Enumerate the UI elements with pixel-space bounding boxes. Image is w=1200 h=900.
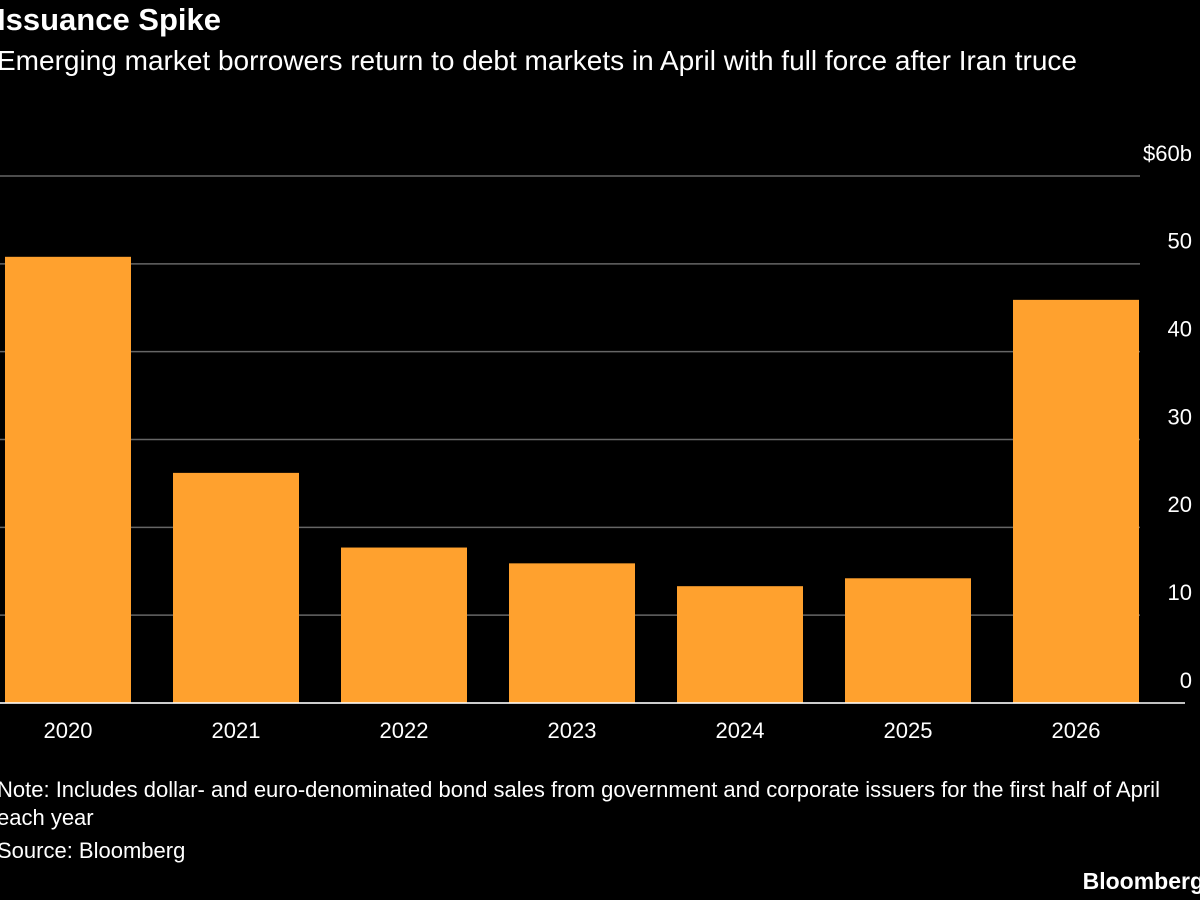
x-tick-label: 2024 bbox=[716, 718, 765, 743]
x-tick-label: 2021 bbox=[212, 718, 261, 743]
y-tick-label: 20 bbox=[1168, 492, 1192, 517]
chart-subtitle: Emerging market borrowers return to debt… bbox=[0, 45, 1077, 76]
y-tick-label: 0 bbox=[1180, 668, 1192, 693]
y-tick-label: 10 bbox=[1168, 580, 1192, 605]
y-tick-label: 30 bbox=[1168, 404, 1192, 429]
x-tick-label: 2025 bbox=[884, 718, 933, 743]
bar bbox=[1013, 299, 1139, 703]
y-tick-label: 50 bbox=[1168, 229, 1192, 254]
bar bbox=[509, 563, 635, 703]
y-tick-label: $60b bbox=[1143, 141, 1192, 166]
x-tick-label: 2023 bbox=[548, 718, 597, 743]
source: Source: Bloomberg bbox=[0, 838, 186, 863]
bar bbox=[341, 547, 467, 703]
bar bbox=[5, 256, 131, 703]
note: Note: Includes dollar- and euro-denomina… bbox=[0, 777, 1160, 830]
bar bbox=[173, 472, 299, 703]
brand: Bloomberg bbox=[1082, 868, 1200, 894]
chart-title: Issuance Spike bbox=[0, 2, 222, 37]
y-tick-label: 40 bbox=[1168, 316, 1192, 341]
x-tick-label: 2022 bbox=[380, 718, 429, 743]
bar bbox=[845, 578, 971, 703]
bar bbox=[677, 586, 803, 703]
x-tick-label: 2026 bbox=[1052, 718, 1101, 743]
x-tick-label: 2020 bbox=[44, 718, 93, 743]
